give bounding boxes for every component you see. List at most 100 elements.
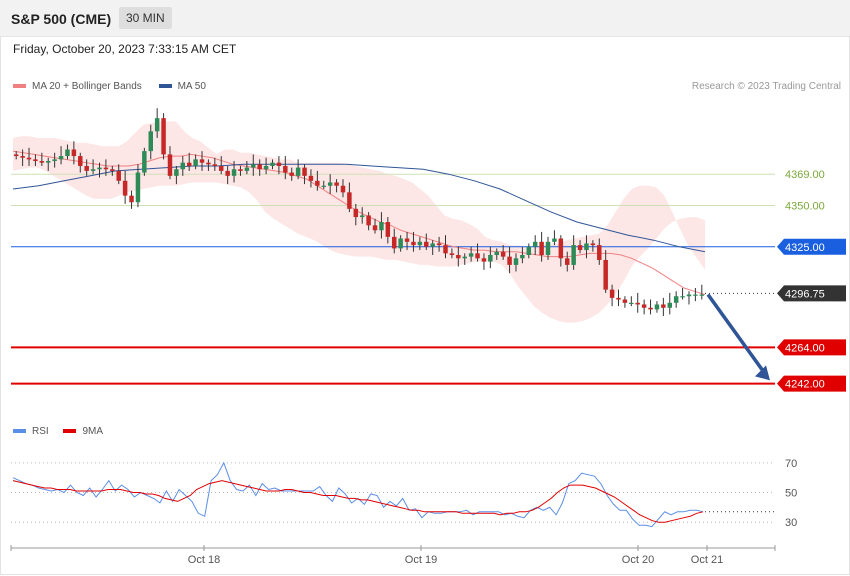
- candle-body: [526, 246, 532, 255]
- candle-body: [238, 169, 243, 171]
- candle: [571, 235, 576, 270]
- candle: [193, 154, 198, 170]
- candle-body: [135, 172, 141, 203]
- candle-body: [571, 245, 576, 265]
- support-label: 4264.00: [785, 342, 825, 354]
- candle-body: [20, 156, 25, 158]
- candle: [661, 297, 666, 317]
- candle-body: [206, 162, 211, 165]
- candle: [673, 291, 679, 308]
- candle: [116, 164, 121, 185]
- candle-body: [532, 241, 538, 247]
- candle: [539, 231, 544, 262]
- candle-body: [103, 167, 109, 170]
- candle-body: [347, 192, 352, 209]
- candle: [667, 292, 673, 315]
- credit-text: Research © 2023 Trading Central: [691, 81, 841, 92]
- candle-body: [174, 169, 179, 176]
- candle: [468, 246, 474, 262]
- interval-badge[interactable]: 30 MIN: [119, 7, 172, 29]
- candle-body: [161, 118, 166, 155]
- candle: [90, 159, 96, 175]
- candle-body: [577, 245, 583, 251]
- candle: [199, 151, 205, 171]
- candle: [180, 156, 186, 176]
- candle: [26, 147, 32, 166]
- candle: [404, 231, 410, 251]
- rsi-swatch: [13, 429, 26, 434]
- rsi-ma9-line: [12, 480, 704, 523]
- candle-body: [39, 161, 45, 163]
- candle-body: [597, 245, 602, 260]
- candle: [231, 161, 237, 183]
- candle-body: [45, 161, 51, 163]
- candle-body: [180, 162, 186, 170]
- time-tick-label: Oct 21: [691, 554, 723, 566]
- candle: [13, 151, 19, 160]
- candle-body: [424, 241, 429, 247]
- candle-body: [545, 241, 551, 255]
- candle: [315, 170, 320, 191]
- candle-body: [564, 258, 570, 265]
- candle: [654, 301, 660, 313]
- candle-body: [97, 167, 102, 170]
- candle: [680, 287, 685, 300]
- candle: [225, 165, 230, 185]
- candle-body: [212, 164, 218, 166]
- rsi-tick-label: 70: [785, 458, 797, 470]
- candle: [186, 152, 192, 171]
- candle: [366, 212, 371, 231]
- candle-body: [71, 149, 77, 157]
- candle: [283, 156, 288, 180]
- candle-body: [417, 241, 423, 246]
- candle-body: [481, 258, 487, 262]
- candle: [424, 233, 429, 251]
- candle: [257, 159, 262, 176]
- candle: [276, 156, 282, 175]
- candle-body: [680, 296, 685, 298]
- candle-body: [270, 162, 275, 166]
- candle: [347, 182, 352, 213]
- candle: [430, 240, 435, 255]
- candle-body: [616, 297, 621, 300]
- candle: [462, 253, 467, 265]
- instrument-title: S&P 500 (CME): [11, 11, 112, 27]
- candle: [52, 152, 57, 168]
- candle: [212, 157, 218, 171]
- candle: [379, 212, 384, 239]
- candle-body: [641, 304, 647, 308]
- candle-body: [661, 304, 666, 308]
- candle-body: [116, 170, 121, 181]
- candle-body: [539, 241, 544, 255]
- rsi-legend: RSI 9MA: [13, 426, 103, 437]
- chart-header: S&P 500 (CME) 30 MIN: [0, 0, 850, 37]
- ma50-line: [12, 163, 706, 253]
- candle: [372, 218, 378, 234]
- candle-body: [148, 131, 154, 152]
- candle-body: [289, 172, 294, 176]
- candle: [129, 190, 134, 209]
- candle-body: [52, 159, 57, 162]
- candle-body: [244, 167, 250, 171]
- candle-body: [391, 236, 397, 249]
- candle: [167, 146, 173, 180]
- candle: [218, 156, 224, 175]
- rsi-line: [12, 461, 704, 528]
- rsi-tick-label: 50: [785, 488, 797, 500]
- candle-body: [353, 208, 359, 218]
- rsi-tick-label: 30: [785, 517, 797, 529]
- candle: [65, 144, 70, 160]
- candle-body: [449, 253, 455, 255]
- candle: [321, 180, 327, 190]
- candle: [238, 165, 243, 176]
- candle-body: [398, 238, 403, 249]
- candle: [148, 124, 154, 160]
- candle-body: [340, 185, 346, 193]
- candle-body: [379, 222, 384, 231]
- candle-body: [276, 162, 282, 166]
- candle: [584, 235, 589, 259]
- candle-body: [667, 302, 673, 308]
- candle: [206, 159, 211, 171]
- ma50-label: MA 50: [177, 81, 206, 92]
